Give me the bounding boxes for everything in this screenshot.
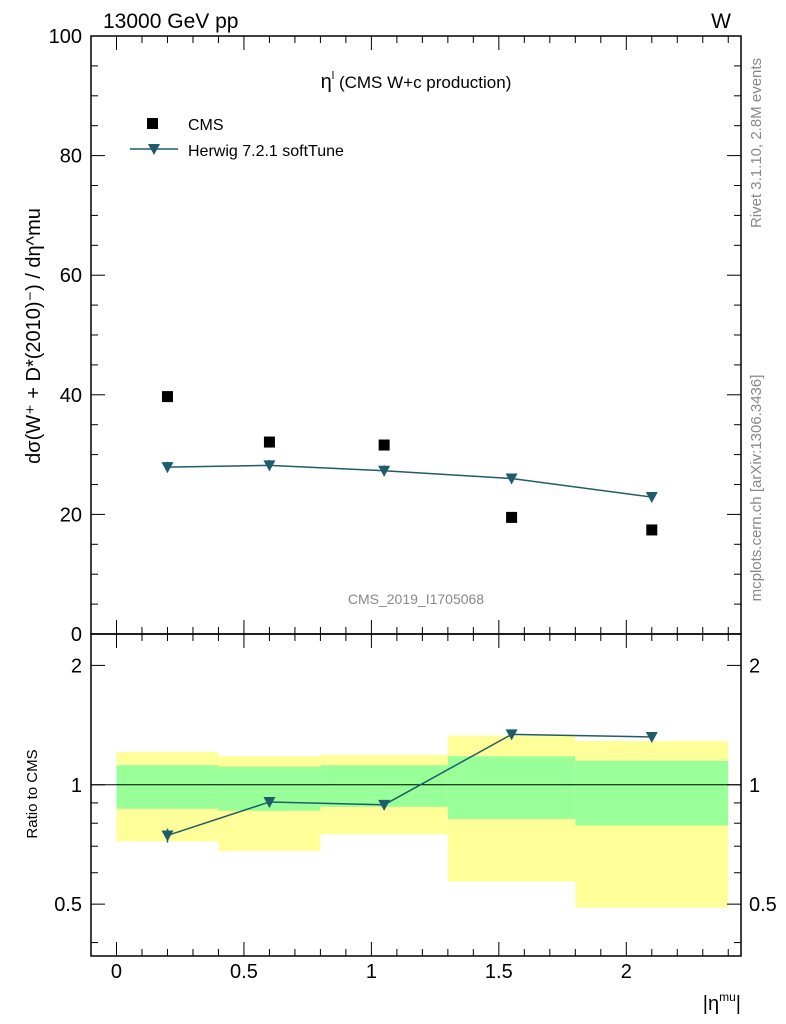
legend-cms-label: CMS — [188, 117, 224, 134]
ratio-frame — [90, 633, 742, 957]
main-title: ηl (CMS W+c production) — [321, 70, 512, 93]
energy-label: 13000 GeV pp — [103, 10, 238, 33]
cms-point — [263, 436, 275, 448]
title-eta: η — [321, 71, 332, 93]
mc-line — [167, 464, 652, 498]
title-rest: (CMS W+c production) — [334, 73, 511, 92]
x-label-sym: |η — [703, 993, 719, 1015]
ratio-point — [161, 830, 174, 842]
legend: CMS Herwig 7.2.1 softTune — [130, 117, 344, 160]
x-label-end: | — [736, 993, 741, 1015]
x-tick-label: 2 — [621, 961, 632, 983]
ratio-y-tick-label-right: 1 — [749, 775, 760, 797]
x-tick-label: 1 — [366, 961, 377, 983]
main-y-tick-label: 40 — [60, 385, 82, 407]
process-label: W — [711, 10, 731, 33]
x-tick-labels: 0 0.5 1 1.5 2 — [111, 961, 632, 983]
ratio-y-tick-label-right: 2 — [749, 655, 760, 677]
main-y-tick-label: 100 — [49, 26, 82, 48]
ratio-ytick-labels: 0.5 0.5 1 1 2 2 — [54, 655, 777, 916]
x-label-sup: mu — [719, 990, 736, 1004]
mc-point — [263, 460, 276, 472]
main-y-tick-label: 0 — [71, 624, 82, 646]
rivet-version-label: Rivet 3.1.10, 2.8M events — [748, 58, 765, 228]
ratio-ticks — [91, 634, 741, 956]
ratio-y-axis-label: Ratio to CMS — [24, 749, 41, 838]
title-eta-sup: l — [332, 70, 334, 82]
mc-point — [161, 462, 174, 474]
ratio-series — [161, 729, 658, 843]
mc-point — [645, 492, 658, 504]
analysis-watermark: CMS_2019_I1705068 — [348, 591, 484, 607]
x-axis-label: |ηmu| — [703, 990, 741, 1015]
ratio-y-tick-label-right: 0.5 — [749, 894, 777, 916]
ratio-y-tick-label-left: 2 — [71, 655, 82, 677]
main-y-tick-label: 80 — [60, 146, 82, 168]
ratio-bands — [116, 735, 729, 908]
inner-band — [447, 756, 576, 819]
main-y-tick-label: 60 — [60, 265, 82, 287]
main-series — [161, 391, 658, 536]
main-panel: 0 20 40 60 80 100 CMS_2019_I1705068 ηl (CMS W… — [23, 26, 742, 646]
mc-point — [378, 465, 391, 477]
ratio-y-tick-label-left: 1 — [71, 775, 82, 797]
main-ytick-labels: 0 20 40 60 80 100 — [49, 26, 82, 646]
mc-point — [505, 473, 518, 485]
cms-point — [378, 439, 390, 451]
inner-band — [575, 760, 729, 826]
main-y-axis-label: dσ(W⁺ + D*(2010)⁻) / dη^mu — [23, 208, 45, 464]
main-y-tick-label: 20 — [60, 504, 82, 526]
main-ticks — [91, 35, 741, 635]
x-tick-label: 1.5 — [485, 961, 513, 983]
ratio-panel: 0.5 0.5 1 1 2 2 0 0.5 1 1.5 2 Ratio to CMS |ηmu| — [24, 633, 777, 1015]
legend-cms-marker — [147, 118, 158, 129]
source-label: mcplots.cern.ch [arXiv:1306.3436] — [748, 375, 765, 602]
legend-mc-label: Herwig 7.2.1 softTune — [188, 143, 344, 160]
x-tick-label: 0.5 — [230, 961, 258, 983]
ratio-y-tick-label-left: 0.5 — [54, 894, 82, 916]
ratio-point — [645, 731, 658, 743]
ratio-point — [263, 796, 276, 808]
legend-mc-marker — [148, 144, 160, 155]
inner-band — [116, 765, 219, 809]
cms-point — [506, 511, 518, 523]
ratio-point — [505, 729, 518, 741]
cms-point — [161, 391, 173, 403]
x-tick-label: 0 — [111, 961, 122, 983]
cms-point — [646, 524, 658, 536]
ratio-point — [378, 799, 391, 811]
